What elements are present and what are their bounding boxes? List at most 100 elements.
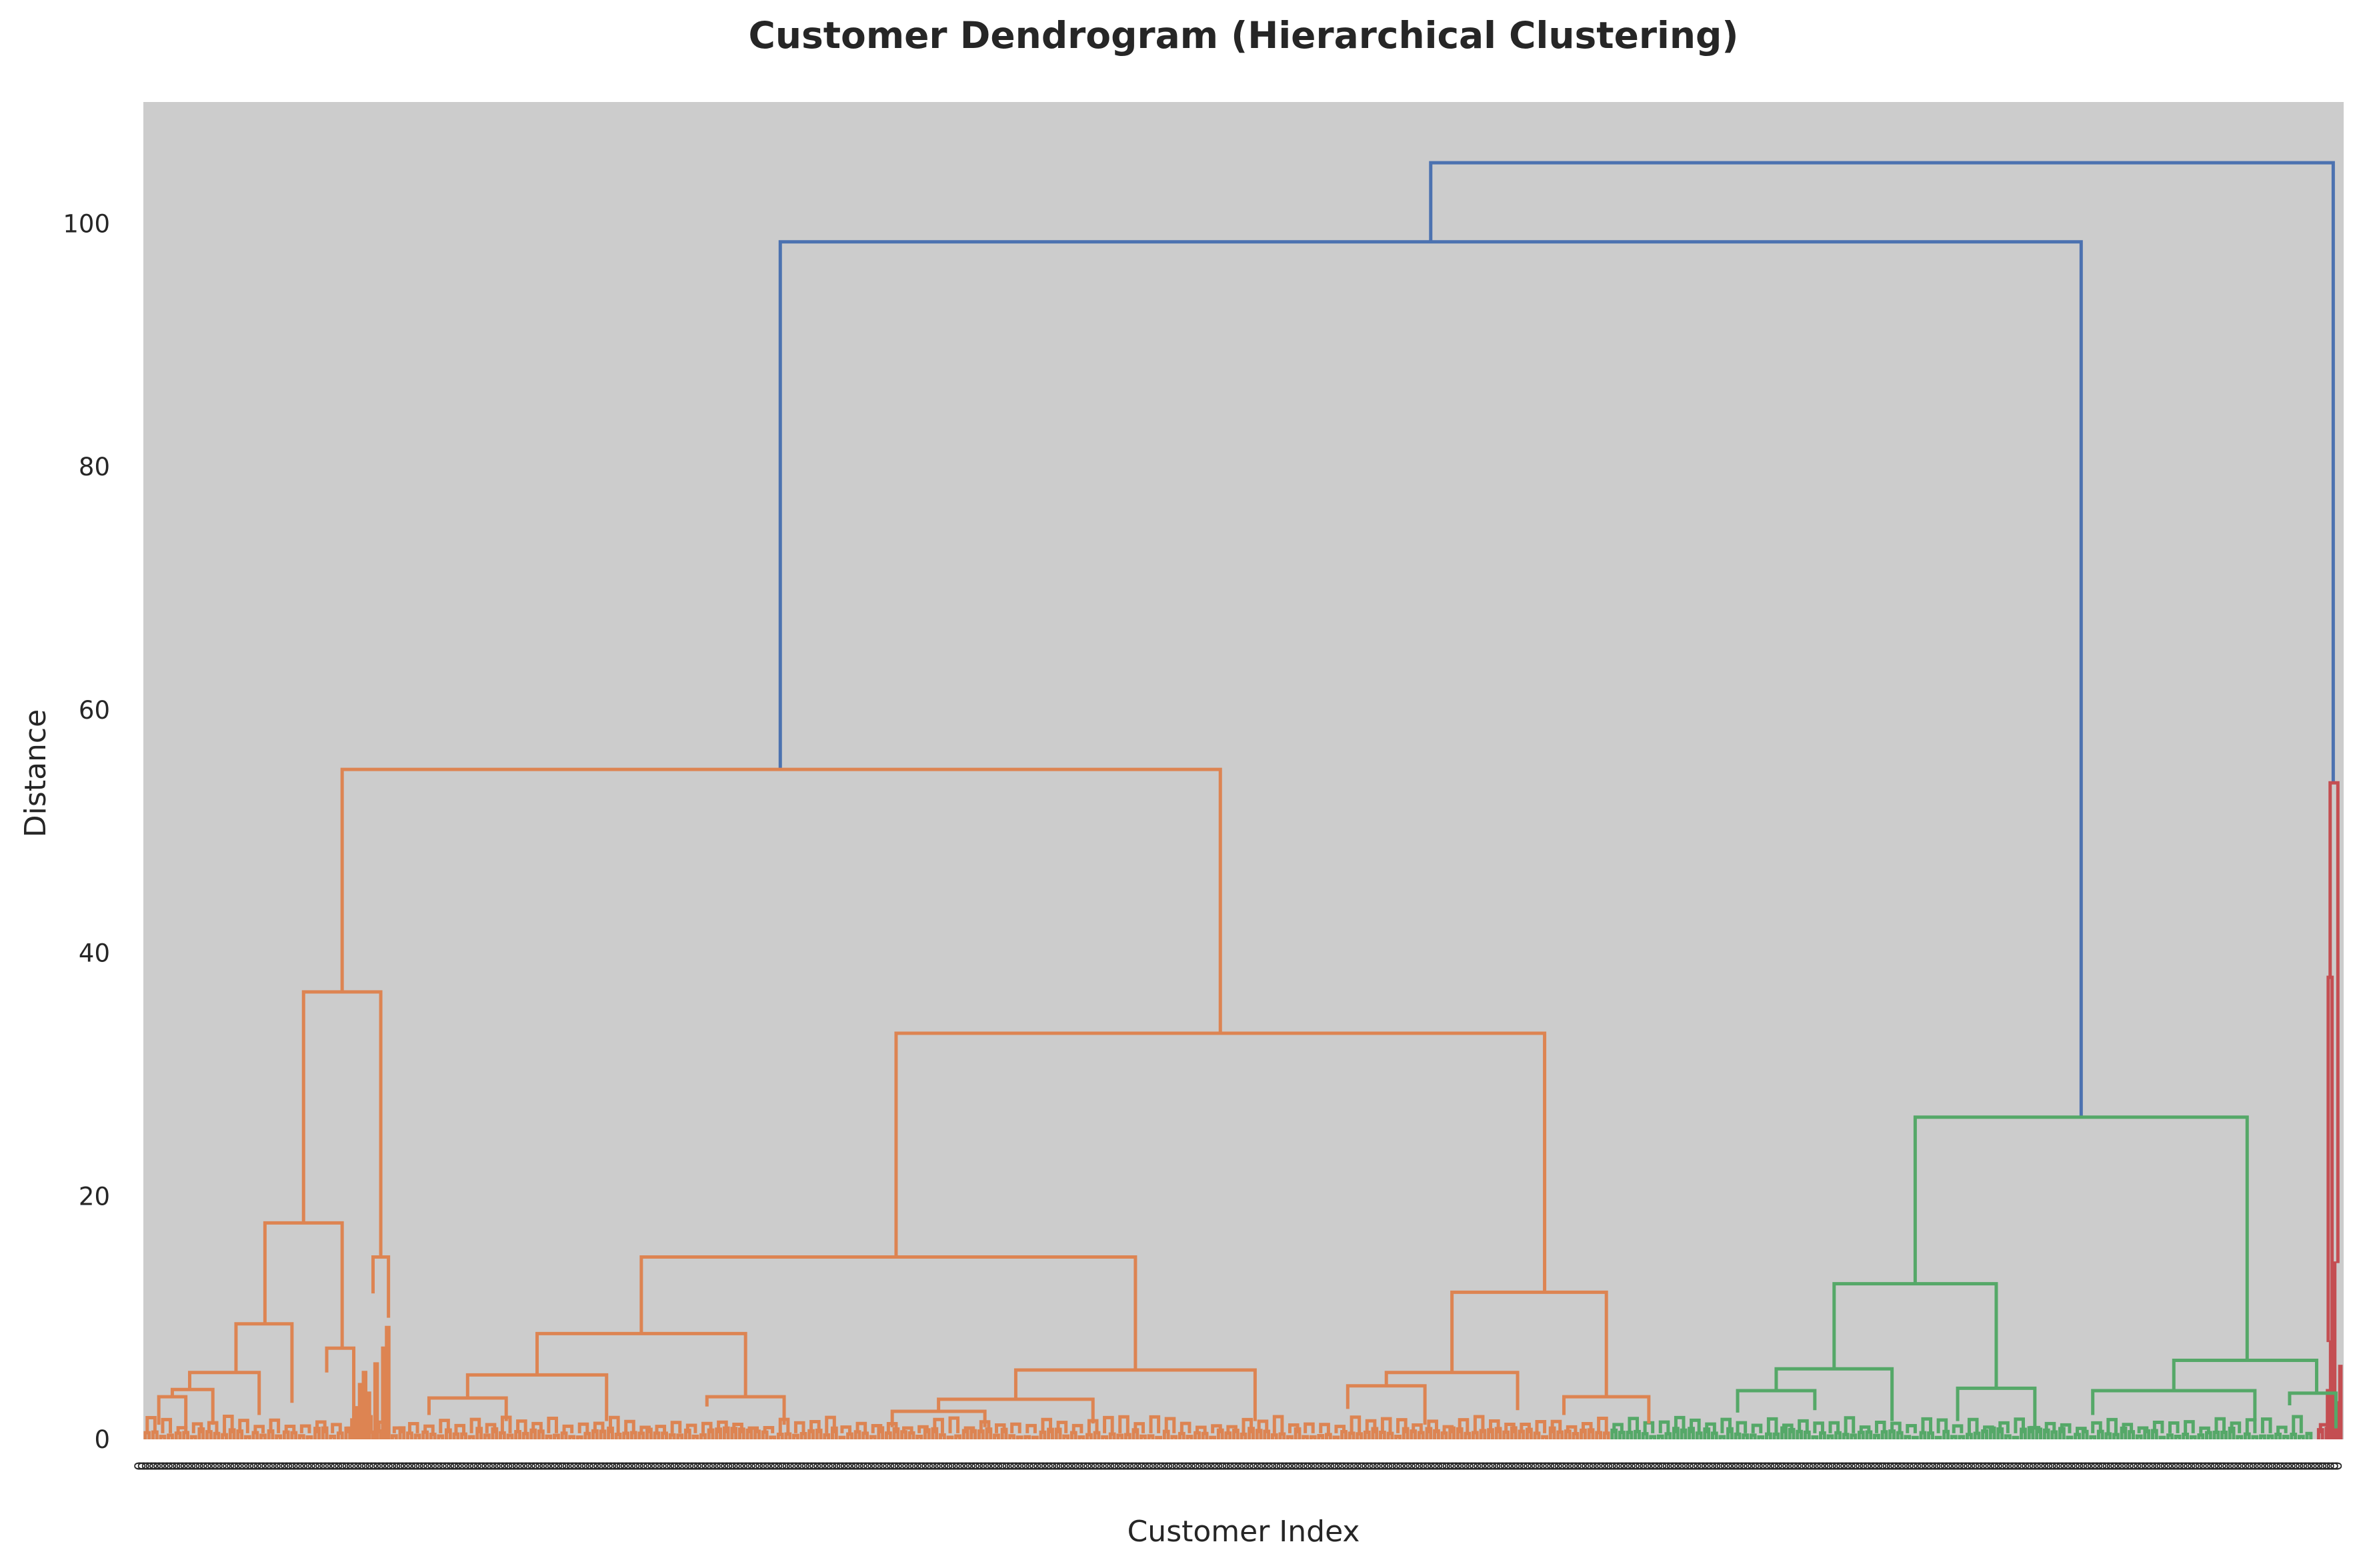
merge-link xyxy=(705,1395,786,1425)
x-tick-label: 0 xyxy=(1260,1461,1276,1471)
small-merge-link xyxy=(299,1424,311,1433)
leaf-merge-link xyxy=(1356,1432,1364,1439)
x-tick-label: 0 xyxy=(1704,1461,1720,1471)
small-merge-link xyxy=(1520,1422,1531,1433)
merge-link xyxy=(894,1031,1547,1293)
x-tick-label: 0 xyxy=(1240,1461,1257,1471)
small-merge-link xyxy=(1226,1425,1238,1433)
x-tick-label: 0 xyxy=(2047,1461,2064,1471)
x-tick-label: 0 xyxy=(847,1461,863,1471)
x-tick-label: 0 xyxy=(2032,1461,2048,1471)
x-tick-label: 0 xyxy=(681,1461,697,1471)
leaf-merge-link xyxy=(553,1433,560,1439)
x-tick-label: 0 xyxy=(1043,1461,1060,1471)
x-tick-label: 0 xyxy=(754,1461,771,1471)
x-tick-label: 0 xyxy=(2210,1461,2226,1471)
x-tick-label: 0 xyxy=(831,1461,848,1471)
small-merge-link xyxy=(1874,1421,1886,1433)
x-tick-label: 0 xyxy=(2086,1461,2102,1471)
x-tick-label: 0 xyxy=(638,1461,655,1471)
x-tick-label: 0 xyxy=(1738,1461,1755,1471)
x-tick-label: 0 xyxy=(2275,1461,2292,1471)
small-merge-link xyxy=(1427,1419,1438,1433)
leaf-merge-link xyxy=(1958,1435,1966,1439)
small-merge-link xyxy=(1365,1419,1377,1433)
small-merge-link xyxy=(1705,1422,1716,1433)
x-tick-label: 0 xyxy=(163,1461,180,1471)
x-tick-label: 0 xyxy=(2298,1461,2315,1471)
x-tick-label: 0 xyxy=(1696,1461,1713,1471)
x-tick-label: 0 xyxy=(1680,1461,1697,1471)
x-tick-label: 0 xyxy=(325,1461,342,1471)
x-tick-label: 0 xyxy=(851,1461,867,1471)
small-merge-link xyxy=(1597,1417,1608,1433)
x-tick-label: 0 xyxy=(1561,1461,1578,1471)
x-tick-label: 0 xyxy=(1572,1461,1589,1471)
small-merge-link xyxy=(2137,1426,2149,1433)
x-tick-label: 0 xyxy=(1565,1461,1582,1471)
x-tick-label: 0 xyxy=(858,1461,875,1471)
x-tick-label: 0 xyxy=(1866,1461,1882,1471)
x-tick-label: 0 xyxy=(1449,1461,1466,1471)
x-tick-label: 0 xyxy=(592,1461,609,1471)
x-tick-label: 0 xyxy=(1600,1461,1616,1471)
merge-link xyxy=(1736,1389,1817,1413)
leaf-merge-link xyxy=(506,1433,514,1439)
x-tick-label: 0 xyxy=(1272,1461,1288,1471)
x-tick-label: 0 xyxy=(1808,1461,1825,1471)
x-tick-label: 0 xyxy=(303,1461,319,1471)
small-merge-link xyxy=(1921,1417,1933,1433)
small-merge-link xyxy=(1844,1416,1856,1433)
x-tick-label: 0 xyxy=(1742,1461,1759,1471)
leaf-merge-link xyxy=(221,1433,228,1439)
x-tick-label: 0 xyxy=(1190,1461,1207,1471)
x-tick-label: 0 xyxy=(1387,1461,1404,1471)
x-tick-label: 0 xyxy=(1171,1461,1188,1471)
small-merge-link xyxy=(1504,1423,1516,1433)
merge-link xyxy=(157,1395,188,1429)
small-merge-link xyxy=(439,1419,450,1433)
x-tick-label: 0 xyxy=(2009,1461,2026,1471)
x-tick-label: 0 xyxy=(2078,1461,2095,1471)
x-tick-label: 0 xyxy=(453,1461,469,1471)
x-tick-label: 0 xyxy=(939,1461,956,1471)
x-tick-label: 0 xyxy=(2329,1461,2346,1471)
small-merge-link xyxy=(1581,1421,1593,1433)
x-tick-label: 0 xyxy=(1055,1461,1072,1471)
small-merge-link xyxy=(1056,1421,1068,1433)
x-tick-label: 0 xyxy=(1943,1461,1960,1471)
x-tick-label: 0 xyxy=(2283,1461,2300,1471)
x-tick-label: 0 xyxy=(665,1461,682,1471)
x-tick-label: 0 xyxy=(1515,1461,1532,1471)
x-tick-label: 0 xyxy=(1032,1461,1049,1471)
small-merge-link xyxy=(223,1415,234,1433)
x-tick-label: 0 xyxy=(1480,1461,1496,1471)
leaf-merge-link xyxy=(1147,1434,1155,1439)
x-tick-label: 0 xyxy=(1576,1461,1593,1471)
small-merge-link xyxy=(1350,1415,1362,1433)
x-tick-label: 0 xyxy=(411,1461,427,1471)
leaf-merge-link xyxy=(460,1432,467,1439)
x-tick-label: 0 xyxy=(2117,1461,2134,1471)
x-tick-label: 0 xyxy=(1812,1461,1828,1471)
x-tick-label: 0 xyxy=(1155,1461,1172,1471)
leaf-merge-link xyxy=(1873,1433,1880,1439)
merge-link xyxy=(2326,975,2334,1355)
small-merge-link xyxy=(994,1423,1006,1433)
x-tick-label: 0 xyxy=(743,1461,759,1471)
x-tick-label: 0 xyxy=(661,1461,678,1471)
x-tick-label: 0 xyxy=(403,1461,419,1471)
leaf-merge-link xyxy=(1186,1435,1194,1439)
leaf-merge-link xyxy=(1757,1435,1765,1439)
x-tick-label: 0 xyxy=(819,1461,836,1471)
x-tick-label: 0 xyxy=(1889,1461,1906,1471)
x-tick-label: 0 xyxy=(2206,1461,2222,1471)
x-tick-label: 0 xyxy=(1746,1461,1763,1471)
x-tick-label: 0 xyxy=(1457,1461,1474,1471)
x-tick-label: 0 xyxy=(862,1461,879,1471)
x-tick-label: 0 xyxy=(653,1461,670,1471)
small-merge-link xyxy=(253,1425,265,1433)
x-tick-label: 0 xyxy=(1121,1461,1137,1471)
x-tick-label: 0 xyxy=(711,1461,728,1471)
x-tick-label: 0 xyxy=(1414,1461,1431,1471)
